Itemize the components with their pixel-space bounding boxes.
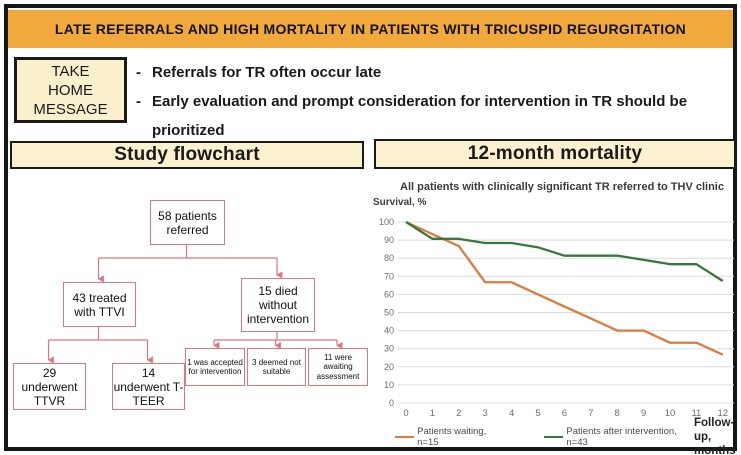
svg-text:30: 30 <box>384 344 394 354</box>
flow-node-awaiting: 11 were awaiting assessment <box>308 348 368 386</box>
flowchart-section-header: Study flowchart <box>10 141 364 169</box>
svg-text:3: 3 <box>483 408 488 419</box>
flow-node-treated-ttvi: 43 treated with TTVI <box>63 282 136 327</box>
chart-title: All patients with clinically significant… <box>400 181 724 193</box>
title-banner: LATE REFERRALS AND HIGH MORTALITY IN PAT… <box>8 10 733 48</box>
svg-text:60: 60 <box>384 289 394 299</box>
chart-legend: Patients waiting, n=15 Patients after in… <box>395 426 695 448</box>
bullet-text: Referrals for TR often occur late <box>152 64 382 81</box>
main-title: LATE REFERRALS AND HIGH MORTALITY IN PAT… <box>54 21 687 37</box>
svg-text:7: 7 <box>588 408 593 419</box>
svg-text:100: 100 <box>379 217 394 227</box>
svg-text:6: 6 <box>562 408 567 419</box>
svg-text:10: 10 <box>384 380 394 390</box>
svg-text:8: 8 <box>615 408 620 419</box>
flowchart-section-title: Study flowchart <box>114 144 260 165</box>
legend-swatch-waiting <box>395 435 415 439</box>
legend-swatch-after-intervention <box>544 435 564 439</box>
take-home-bullets: - Referrals for TR often occur late - Ea… <box>136 58 696 145</box>
chart-y-axis-label: Survival, % <box>373 197 427 208</box>
chart-x-axis-label: Follow-up, months <box>694 417 736 455</box>
flow-node-ttvr: 29 underwent TTVR <box>13 363 86 410</box>
svg-text:1: 1 <box>430 408 435 419</box>
bullet-item: - Referrals for TR often occur late <box>136 58 696 87</box>
svg-text:5: 5 <box>535 408 540 419</box>
legend-label-after-intervention: Patients after intervention, n=43 <box>566 426 677 448</box>
svg-text:9: 9 <box>641 408 646 419</box>
take-home-message-box: TAKE HOME MESSAGE <box>14 57 127 123</box>
svg-text:0: 0 <box>403 408 408 419</box>
bullet-item: - Early evaluation and prompt considerat… <box>136 87 696 145</box>
svg-text:40: 40 <box>384 326 394 336</box>
svg-text:0: 0 <box>389 398 394 408</box>
bullet-dash: - <box>136 64 141 81</box>
svg-text:12: 12 <box>718 408 729 419</box>
legend-item-waiting: Patients waiting, n=15 <box>395 426 506 448</box>
mortality-section-header: 12-month mortality <box>374 139 736 169</box>
flow-node-accepted: 1 was accepted for intervention <box>185 348 245 386</box>
flow-node-tteer: 14 underwent T-TEER <box>112 363 185 410</box>
bullet-dash: - <box>136 93 141 110</box>
svg-text:2: 2 <box>456 408 461 419</box>
svg-text:4: 4 <box>509 408 514 419</box>
outer-border <box>4 4 737 451</box>
svg-text:50: 50 <box>384 308 394 318</box>
svg-text:70: 70 <box>384 271 394 281</box>
flow-node-not-suitable: 3 deemed not suitable <box>247 348 306 386</box>
mortality-section-title: 12-month mortality <box>467 143 643 164</box>
svg-text:20: 20 <box>384 362 394 372</box>
legend-item-after-intervention: Patients after intervention, n=43 <box>544 426 695 448</box>
svg-text:90: 90 <box>384 235 394 245</box>
legend-label-waiting: Patients waiting, n=15 <box>417 426 487 448</box>
bullet-text: Early evaluation and prompt consideratio… <box>152 93 688 139</box>
svg-text:11: 11 <box>691 408 701 419</box>
flow-node-referred: 58 patients referred <box>150 200 225 245</box>
svg-text:80: 80 <box>384 253 394 263</box>
svg-text:10: 10 <box>665 408 676 419</box>
flow-node-died: 15 died without intervention <box>241 278 315 332</box>
